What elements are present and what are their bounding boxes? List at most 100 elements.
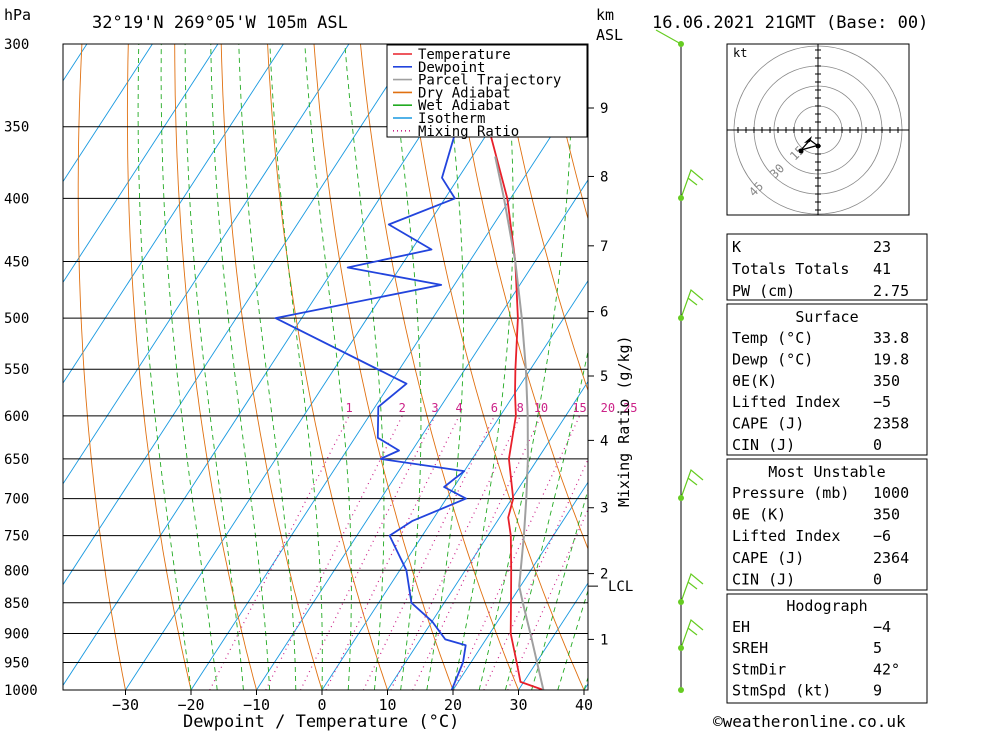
wet-adiabat-line [138, 35, 191, 690]
dry-adiabat-line [175, 26, 257, 690]
index-label: CAPE (J) [732, 549, 804, 567]
index-label: θE(K) [732, 372, 777, 390]
pressure-tick-label: 650 [4, 452, 29, 468]
mixing-ratio-label: 2 [399, 401, 406, 415]
hodograph-point [816, 144, 821, 149]
most-unstable-title: Most Unstable [768, 463, 885, 481]
index-value: 41 [873, 260, 891, 278]
mixing-ratio-label: 10 [534, 401, 548, 415]
height-unit-km: km [596, 6, 614, 24]
wet-adiabat-line [239, 35, 296, 690]
mixing-ratio-line [454, 416, 580, 690]
index-label: Lifted Index [732, 393, 840, 411]
km-tick-label: 8 [600, 169, 608, 185]
dry-adiabat-line [957, 26, 1000, 690]
wind-barb-column [656, 30, 703, 693]
lcl-label: LCL [608, 579, 633, 595]
mixing-ratio-line [391, 416, 520, 690]
location-title: 32°19'N 269°05'W 105m ASL [92, 13, 348, 33]
mixing-ratio-axis-title: Mixing Ratio (g/kg) [615, 335, 633, 507]
index-label: SREH [732, 639, 768, 657]
wind-barb [681, 620, 703, 648]
dry-adiabat-line [127, 26, 191, 690]
pressure-tick-label: 400 [4, 191, 29, 207]
index-label: K [732, 238, 741, 256]
x-tick-label: −30 [112, 696, 139, 714]
mixing-ratio-label: 8 [517, 401, 524, 415]
index-label: Lifted Index [732, 527, 840, 545]
wind-barb [681, 290, 703, 318]
index-value: 1000 [873, 484, 909, 502]
indices-table: K 23 Totals Totals 41 PW (cm) 2.75 Surface Temp… [727, 234, 927, 703]
index-label: Pressure (mb) [732, 484, 849, 502]
km-tick-label: 1 [600, 632, 608, 648]
index-label: Temp (°C) [732, 329, 813, 347]
hodograph-unit: kt [733, 46, 747, 60]
index-value: 23 [873, 238, 891, 256]
km-tick-label: 3 [600, 501, 608, 517]
isotherm-line [0, 44, 414, 690]
wind-barb-dot [678, 687, 684, 693]
index-label: CIN (J) [732, 436, 795, 454]
km-tick-label: 6 [600, 305, 608, 321]
pressure-tick-label: 300 [4, 37, 29, 53]
x-tick-label: 30 [509, 696, 527, 714]
wet-adiabat-line [270, 35, 323, 690]
mixing-ratio-label: 4 [456, 401, 463, 415]
isotherm-line [0, 44, 349, 690]
index-value: 350 [873, 506, 900, 524]
height-unit-asl: ASL [596, 26, 623, 44]
mixing-ratio-line [210, 416, 349, 690]
x-tick-label: 40 [575, 696, 593, 714]
mixing-ratio-label: 6 [491, 401, 498, 415]
pressure-tick-label: 900 [4, 626, 29, 642]
mixing-ratio-line [508, 416, 631, 690]
pressure-tick-label: 1000 [4, 683, 38, 699]
mixing-ratio-line [484, 416, 608, 690]
pressure-unit-label: hPa [4, 6, 31, 24]
pressure-tick-label: 450 [4, 255, 29, 271]
mixing-ratio-label: 20 [601, 401, 615, 415]
index-label: Totals Totals [732, 260, 849, 278]
index-value: 350 [873, 372, 900, 390]
isotherm-line [60, 44, 480, 690]
pressure-tick-label: 750 [4, 529, 29, 545]
wind-barb-dot [678, 41, 684, 47]
km-tick-label: 7 [600, 239, 608, 255]
mixing-ratio-label: 1 [346, 401, 353, 415]
surface-title: Surface [795, 308, 858, 326]
index-value: 33.8 [873, 329, 909, 347]
pressure-tick-label: 950 [4, 655, 29, 671]
index-label: StmDir [732, 660, 786, 678]
index-value: 2.75 [873, 282, 909, 300]
index-value: 42° [873, 660, 900, 678]
index-value: −4 [873, 618, 891, 636]
index-value: 0 [873, 570, 882, 588]
km-tick-label: 5 [600, 369, 608, 385]
index-label: StmSpd (kt) [732, 682, 831, 700]
dry-adiabat-line [221, 26, 322, 690]
index-value: 9 [873, 682, 882, 700]
index-value: 2364 [873, 549, 909, 567]
index-value: −6 [873, 527, 891, 545]
pressure-tick-label: 600 [4, 409, 29, 425]
dry-adiabat-line [267, 26, 388, 690]
mixing-ratio-label: 3 [431, 401, 438, 415]
dry-adiabat-line [78, 26, 125, 690]
wind-barb [681, 170, 703, 198]
pressure-tick-label: 550 [4, 362, 29, 378]
isotherm-line [322, 44, 742, 690]
pressure-tick-label: 700 [4, 492, 29, 508]
wind-barb [681, 470, 703, 498]
index-label: CAPE (J) [732, 415, 804, 433]
legend-entry-label: Mixing Ratio [418, 124, 519, 140]
index-label: CIN (J) [732, 570, 795, 588]
copyright: ©weatheronline.co.uk [713, 712, 906, 731]
index-label: PW (cm) [732, 282, 795, 300]
datetime-title: 16.06.2021 21GMT (Base: 00) [652, 13, 928, 33]
index-label: Dewp (°C) [732, 350, 813, 368]
wind-barb [681, 574, 703, 602]
pressure-tick-label: 800 [4, 563, 29, 579]
